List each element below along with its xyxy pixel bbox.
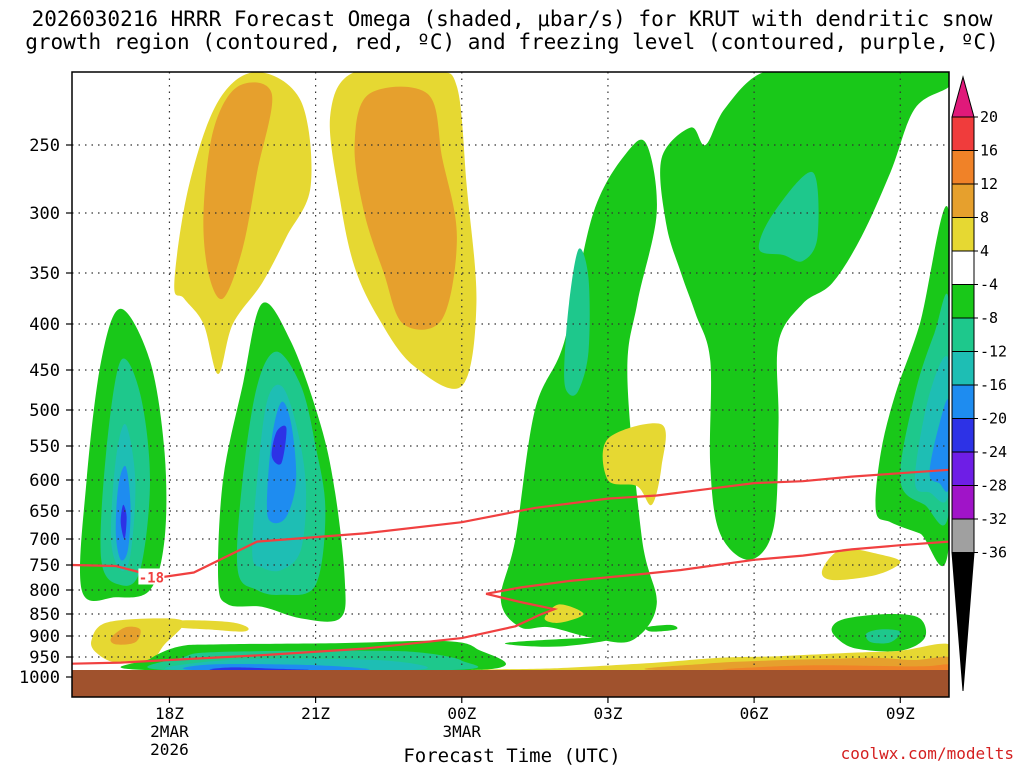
site-credit[interactable]: coolwx.com/modelts [840, 744, 1014, 763]
dgz-lower-contour [72, 540, 949, 665]
colorbar-label: -16 [980, 376, 1007, 394]
y-tick-label: 700 [29, 530, 60, 550]
ground-bar [72, 670, 949, 697]
x-tick-label: 09Z [886, 704, 915, 723]
colorbar-bin [951, 116, 975, 151]
colorbar-bin [951, 250, 975, 285]
colorbar-label: -28 [980, 477, 1007, 495]
x-tick-label: 18Z [155, 704, 184, 723]
y-tick-label: 550 [29, 437, 60, 457]
plot-frame [71, 71, 950, 698]
colorbar-bin [951, 485, 975, 520]
omega-region [504, 638, 609, 647]
omega-region [660, 72, 949, 560]
x-tick-label: 00Z [447, 704, 476, 723]
omega-region [271, 425, 287, 465]
colorbar-label: 8 [980, 209, 989, 227]
y-tick-label: 900 [29, 627, 60, 647]
colorbar-bin [951, 150, 975, 185]
omega-region [929, 399, 949, 492]
colorbar-top-arrow [951, 75, 975, 118]
colorbar-bin [951, 351, 975, 386]
y-tick-label: 950 [29, 648, 60, 668]
omega-region [354, 86, 457, 330]
colorbar-label: -24 [980, 443, 1007, 461]
colorbar-bin [951, 384, 975, 419]
colorbar-label: 4 [980, 242, 989, 260]
x-tick-label: 06Z [740, 704, 769, 723]
colorbar-label: 20 [980, 108, 998, 126]
colorbar-label: -36 [980, 544, 1007, 562]
omega-region [821, 548, 901, 581]
omega-region [203, 82, 273, 300]
colorbar-bin [951, 183, 975, 218]
y-tick-label: 500 [29, 401, 60, 421]
pressure-axis: 2503003504004505005506006507007508008509… [19, 136, 72, 688]
colorbar-label: 12 [980, 175, 998, 193]
y-tick-label: 800 [29, 581, 60, 601]
x-axis-title: Forecast Time (UTC) [403, 745, 621, 767]
y-tick-label: 400 [29, 315, 60, 335]
colorbar-bin [951, 217, 975, 252]
dgz-upper-contour [72, 468, 949, 579]
y-tick-label: 1000 [19, 668, 60, 688]
colorbar-label: -8 [980, 309, 998, 327]
x-tick-label: 03Z [593, 704, 622, 723]
y-tick-label: 850 [29, 605, 60, 625]
omega-region [645, 624, 678, 632]
y-tick-label: 300 [29, 204, 60, 224]
omega-region [602, 423, 666, 506]
colorbar-bin [951, 284, 975, 319]
y-tick-label: 350 [29, 264, 60, 284]
colorbar-bin [951, 451, 975, 486]
plot-frame [71, 71, 950, 698]
omega-region [120, 504, 127, 540]
colorbar-bin [951, 317, 975, 352]
y-tick-label: 600 [29, 471, 60, 491]
colorbar-label: -4 [980, 276, 998, 294]
dgz-contours: -18 [72, 468, 949, 665]
y-tick-label: 650 [29, 502, 60, 522]
chart-title-line1: 2026030216 HRRR Forecast Omega (shaded, … [31, 7, 993, 31]
colorbar-label: -32 [980, 510, 1007, 528]
y-tick-label: 250 [29, 136, 60, 156]
omega-region [500, 139, 657, 643]
omega-shading [79, 72, 949, 670]
contour-label: -18 [139, 571, 164, 587]
x-tick-label: 21Z [301, 704, 330, 723]
chart-title-line2: growth region (contoured, red, ºC) and f… [25, 30, 999, 54]
x-tick-date: 2MAR [150, 722, 189, 741]
omega-region [722, 664, 949, 670]
x-tick-date: 3MAR [443, 722, 482, 741]
colorbar-label: -12 [980, 343, 1007, 361]
y-tick-label: 450 [29, 361, 60, 381]
omega-region [865, 629, 901, 644]
omega-region [90, 618, 185, 664]
colorbar-label: -20 [980, 410, 1007, 428]
colorbar: 20 16 12 8 4 -4 -8 -12 -16 -20 -24 -28 -32 -36 [951, 75, 1007, 692]
colorbar-bin [951, 418, 975, 453]
omega-region [209, 667, 309, 670]
gridlines [72, 72, 949, 670]
y-tick-label: 750 [29, 556, 60, 576]
colorbar-label: 16 [980, 142, 998, 160]
omega-region [174, 620, 249, 632]
omega-region [564, 248, 590, 396]
contour-label-bg [138, 568, 165, 585]
omega-region [110, 626, 141, 645]
x-tick-year: 2026 [150, 740, 189, 759]
omega-region [758, 171, 819, 262]
colorbar-bin [951, 518, 975, 553]
colorbar-bottom-arrow [951, 552, 975, 692]
ground-bar [72, 670, 949, 697]
